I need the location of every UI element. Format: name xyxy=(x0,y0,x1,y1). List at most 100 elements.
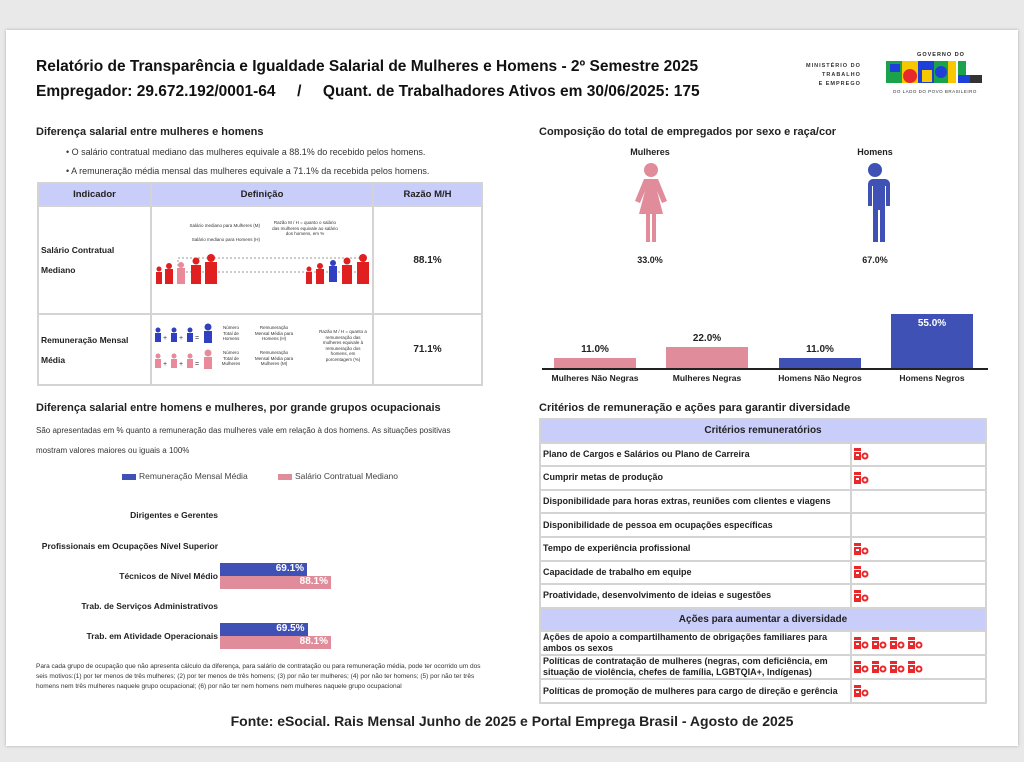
definition-text: Razão M / H = quanto a remuneração das m… xyxy=(319,329,367,362)
criterion-label: Políticas de contratação de mulheres (ne… xyxy=(539,654,852,681)
svg-text:+: + xyxy=(163,335,167,342)
brasil-logo-mark xyxy=(886,61,982,83)
category-label: Trab. de Serviços Administrativos xyxy=(81,601,218,611)
ministry-logo: MINISTÉRIO DO TRABALHO E EMPREGO xyxy=(806,62,861,89)
money-icon xyxy=(908,637,923,650)
women-percent: 33.0% xyxy=(637,255,663,265)
category-label: Dirigentes e Gerentes xyxy=(130,510,218,520)
money-icon xyxy=(854,566,869,579)
people-illustration xyxy=(156,254,369,284)
employer-line: Empregador: 29.672.192/0001-64 / Quant. … xyxy=(36,83,700,100)
bar-remuneration: 69.5% xyxy=(220,623,308,636)
bar-salary: 88.1% xyxy=(220,576,331,589)
bar-value-label: 22.0% xyxy=(692,333,722,344)
report-title: Relatório de Transparência e Igualdade S… xyxy=(36,58,699,75)
table-row: Ações de apoio a compartilhamento de obr… xyxy=(539,630,987,657)
category-label: Trab. em Atividade Operacionais xyxy=(86,631,218,641)
column-header: Indicador xyxy=(37,182,152,207)
gov-brasil-logo: GOVERNO DO DO LADO DO POVO BRASILEIRO xyxy=(886,52,984,94)
table-row: Salário Contratual Mediano Salário media… xyxy=(37,205,483,315)
category-label: Homens Não Negros xyxy=(778,373,862,383)
category-label: Técnicos de Nível Médio xyxy=(119,571,218,581)
chart-baseline xyxy=(542,368,988,370)
people-formula-illustration: + + = + + = xyxy=(155,323,212,369)
definition-text: Salário mediano para Mulheres (M) xyxy=(189,223,260,228)
definition-text: Número Total de Mulheres xyxy=(221,350,241,366)
svg-text:=: = xyxy=(195,335,199,342)
men-label: Homens xyxy=(857,147,893,157)
money-icon xyxy=(854,589,869,602)
criterion-icons xyxy=(850,535,987,562)
criterion-icons xyxy=(850,512,987,538)
money-icon xyxy=(854,448,869,461)
table-row: Tempo de experiência profissional xyxy=(539,535,987,562)
definition-text: Razão M / H = quanto o salário das mulhe… xyxy=(272,220,338,236)
money-icon xyxy=(854,661,869,674)
legend-item: Remuneração Mensal Média xyxy=(122,471,248,481)
criterion-icons xyxy=(850,441,987,468)
indicator-cell: Remuneração Mensal Média xyxy=(37,313,152,386)
ratio-value: 88.1% xyxy=(372,205,483,315)
composition-bar xyxy=(779,358,861,369)
section-header-row: Critérios remuneratórios xyxy=(539,418,987,444)
bullet-text: A remuneração média mensal das mulheres … xyxy=(71,166,430,176)
bar-value-label: 11.0% xyxy=(806,344,834,355)
svg-text:+: + xyxy=(179,361,183,368)
table-row: Disponibilidade para horas extras, reuni… xyxy=(539,488,987,515)
criterion-label: Disponibilidade de pessoa em ocupações e… xyxy=(539,512,852,538)
man-icon xyxy=(865,163,890,242)
criterion-label: Proatividade, desenvolvimento de ideias … xyxy=(539,583,852,609)
occupational-footnote: Para cada grupo de ocupação que não apre… xyxy=(36,663,481,690)
section-header: Ações para aumentar a diversidade xyxy=(539,606,987,633)
occupational-title: Diferença salarial entre homens e mulher… xyxy=(36,402,441,414)
criterion-icons xyxy=(850,559,987,586)
category-label: Profissionais em Ocupações Nível Superio… xyxy=(41,541,218,551)
legend-label: Remuneração Mensal Média xyxy=(139,471,248,481)
women-label: Mulheres xyxy=(630,147,670,157)
criterion-icons xyxy=(850,488,987,515)
criterion-icons xyxy=(850,583,987,609)
criterion-label: Tempo de experiência profissional xyxy=(539,535,852,562)
definition-text: Salário mediano para Homens (H) xyxy=(191,237,260,242)
table-row: Cumprir metas de produção xyxy=(539,465,987,491)
money-icon xyxy=(908,661,923,674)
section-header-row: Ações para aumentar a diversidade xyxy=(539,606,987,633)
composition-bar xyxy=(554,358,636,369)
criterion-label: Capacidade de trabalho em equipe xyxy=(539,559,852,586)
table-row: Proatividade, desenvolvimento de ideias … xyxy=(539,583,987,609)
bar-salary: 88.1% xyxy=(220,636,331,649)
svg-text:+: + xyxy=(179,335,183,342)
composition-title: Composição do total de empregados por se… xyxy=(539,126,837,138)
definition-cell: + + = + + = Número Total de Homens Remuneraçã… xyxy=(150,313,374,386)
men-percent: 67.0% xyxy=(862,255,888,265)
logo-top-text: GOVERNO DO xyxy=(917,52,965,58)
legend-item: Salário Contratual Mediano xyxy=(278,471,398,481)
indicator-cell: Salário Contratual Mediano xyxy=(37,205,152,315)
section-header: Critérios remuneratórios xyxy=(539,418,987,444)
woman-icon xyxy=(635,163,667,242)
criterion-icons xyxy=(850,630,987,657)
criterion-label: Plano de Cargos e Salários ou Plano de C… xyxy=(539,441,852,468)
money-icon xyxy=(872,661,887,674)
table-row: Capacidade de trabalho em equipe xyxy=(539,559,987,586)
money-icon xyxy=(854,542,869,555)
bullet-text: O salário contratual mediano das mulhere… xyxy=(71,147,426,157)
ratio-value: 71.1% xyxy=(372,313,483,386)
criterion-icons xyxy=(850,654,987,681)
table-row: Disponibilidade de pessoa em ocupações e… xyxy=(539,512,987,538)
criterion-icons xyxy=(850,678,987,704)
definition-cell: Salário mediano para Mulheres (M) Salári… xyxy=(150,205,374,315)
money-icon xyxy=(854,471,869,484)
criterion-label: Disponibilidade para horas extras, reuni… xyxy=(539,488,852,515)
criterion-label: Ações de apoio a compartilhamento de obr… xyxy=(539,630,852,657)
category-label: Mulheres Não Negras xyxy=(551,373,639,383)
legend-swatch xyxy=(278,473,292,480)
ministry-line: E EMPREGO xyxy=(818,81,861,87)
table-row: Políticas de promoção de mulheres para c… xyxy=(539,678,987,704)
bullet-item: • A remuneração média mensal das mulhere… xyxy=(66,166,430,176)
footer-source: Fonte: eSocial. Rais Mensal Junho de 202… xyxy=(230,713,794,729)
money-icon xyxy=(854,637,869,650)
bar-value-label: 11.0% xyxy=(581,344,609,355)
column-header: Razão M/H xyxy=(372,182,483,207)
category-label: Homens Negros xyxy=(899,373,965,383)
